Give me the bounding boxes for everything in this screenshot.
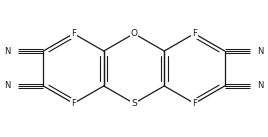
Text: O: O [131,29,137,38]
Text: N: N [4,47,10,55]
Text: F: F [71,29,76,38]
Text: N: N [258,47,264,55]
Text: F: F [192,29,197,38]
Text: F: F [192,99,197,108]
Text: F: F [71,99,76,108]
Text: N: N [258,82,264,90]
Text: S: S [131,99,137,108]
Text: N: N [4,82,10,90]
